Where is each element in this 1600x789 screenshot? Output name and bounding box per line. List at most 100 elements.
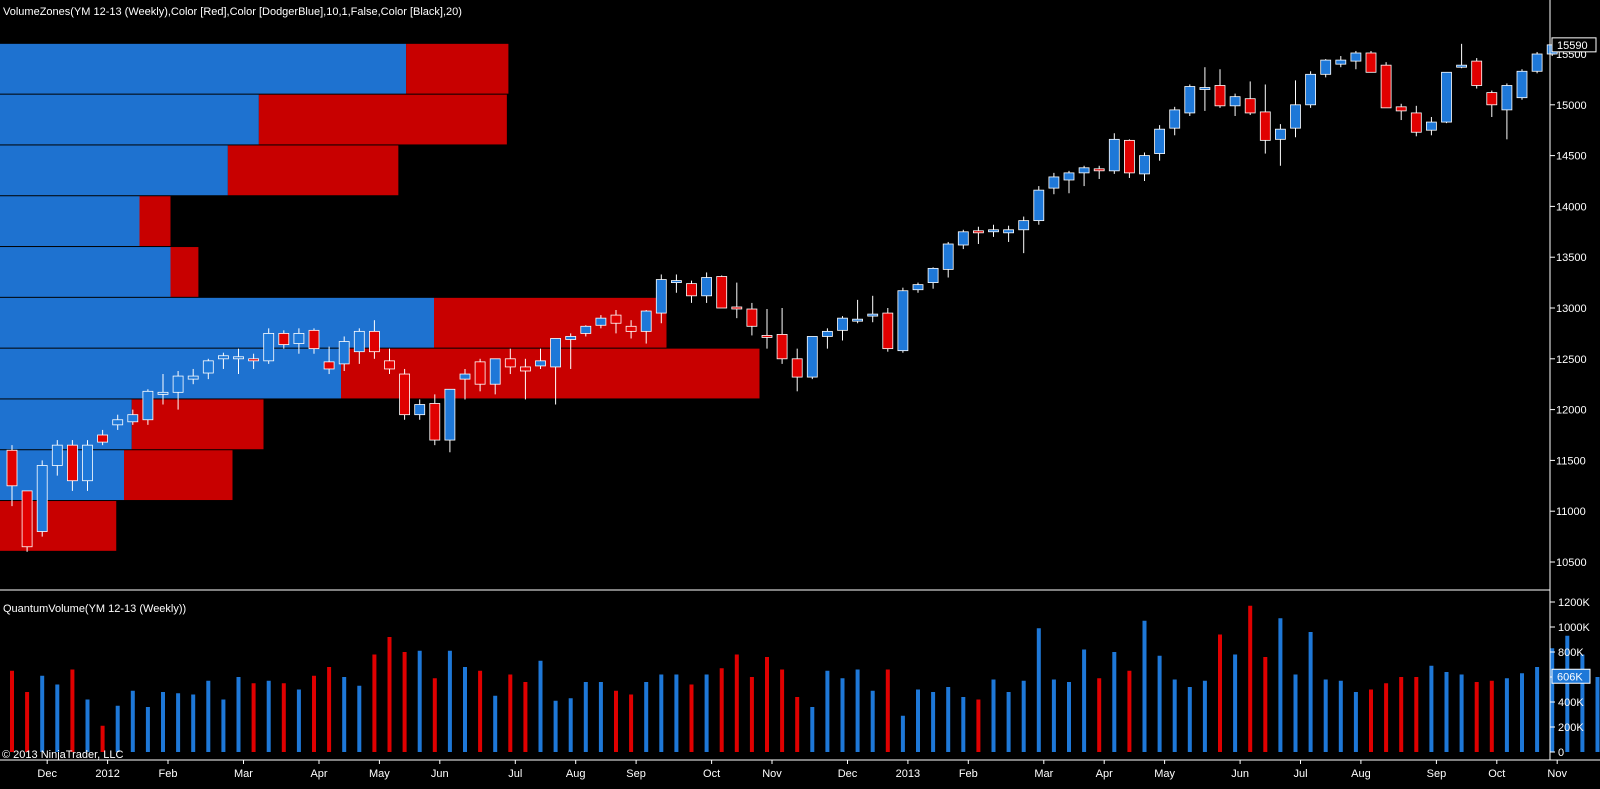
candle-down bbox=[1380, 64, 1392, 109]
volume-bar bbox=[1067, 682, 1071, 752]
candle-up bbox=[1063, 172, 1075, 181]
candle-down bbox=[504, 358, 516, 368]
volume-zone-down-bar bbox=[131, 399, 264, 450]
candle-up bbox=[671, 280, 682, 283]
volume-zone-down-bar bbox=[170, 247, 199, 297]
volume-bar bbox=[961, 697, 966, 752]
candle-up bbox=[217, 355, 229, 360]
x-tick-label: Aug bbox=[1351, 768, 1371, 780]
volume-zone-down-bar bbox=[227, 145, 399, 196]
price-tick-label: 12000 bbox=[1556, 405, 1587, 417]
volume-bar bbox=[1308, 632, 1313, 752]
volume-bar bbox=[1399, 677, 1404, 752]
x-tick-label: Sep bbox=[1427, 768, 1447, 780]
candle-up bbox=[1033, 189, 1045, 222]
volume-bar bbox=[1218, 634, 1222, 752]
volume-bar bbox=[1278, 618, 1283, 752]
volume-zone-up-bar bbox=[0, 399, 132, 450]
volume-bar bbox=[855, 669, 860, 752]
volume-zone-up-bar bbox=[0, 348, 341, 399]
candle-up bbox=[565, 336, 577, 340]
volume-zone-up-bar bbox=[0, 145, 228, 196]
candle-up bbox=[172, 375, 184, 393]
volume-zones-layer bbox=[0, 43, 760, 551]
volume-bar bbox=[583, 682, 588, 752]
candle-down bbox=[97, 434, 108, 443]
volume-bar bbox=[795, 697, 800, 752]
x-tick-label: Jun bbox=[1231, 768, 1249, 780]
candle-down bbox=[1395, 106, 1407, 112]
candle-down bbox=[882, 312, 894, 350]
candle-down bbox=[429, 403, 441, 441]
volume-zone-down-bar bbox=[124, 450, 233, 501]
x-tick-label: Mar bbox=[1034, 768, 1053, 780]
volume-bar bbox=[463, 667, 467, 752]
volume-indicator-title: QuantumVolume(YM 12-13 (Weekly)) bbox=[3, 603, 187, 615]
volume-bar bbox=[1414, 677, 1419, 752]
volume-bar bbox=[765, 657, 769, 752]
volume-bar bbox=[780, 669, 785, 752]
volume-bar bbox=[70, 669, 75, 752]
candle-up bbox=[444, 388, 456, 441]
last-volume-marker bbox=[1551, 668, 1591, 684]
candle-up bbox=[112, 419, 124, 426]
volume-bar bbox=[508, 674, 513, 752]
volume-bar bbox=[357, 685, 362, 752]
candle-up bbox=[263, 332, 275, 362]
candle-down bbox=[308, 329, 320, 350]
candle-down bbox=[384, 360, 395, 370]
candle-up bbox=[822, 330, 833, 337]
volume-bar bbox=[176, 693, 181, 752]
candle-up bbox=[1139, 155, 1150, 175]
candle-down bbox=[520, 366, 531, 372]
candle-up bbox=[1441, 71, 1452, 123]
volume-bar bbox=[1474, 682, 1479, 752]
volume-bar bbox=[1172, 679, 1177, 752]
candle-up bbox=[338, 341, 350, 365]
volume-bar bbox=[236, 677, 241, 752]
volume-bar bbox=[870, 690, 875, 752]
candle-down bbox=[686, 283, 697, 297]
candle-up bbox=[1048, 176, 1060, 189]
x-tick-label: Apr bbox=[310, 768, 327, 780]
candle-up bbox=[187, 375, 199, 380]
price-indicator-title: VolumeZones(YM 12-13 (Weekly),Color [Red… bbox=[3, 6, 462, 18]
candle-down bbox=[368, 330, 380, 353]
volume-bar bbox=[1353, 692, 1358, 752]
volume-bar bbox=[704, 674, 709, 752]
volume-bar bbox=[1248, 605, 1253, 752]
volume-bar bbox=[1459, 674, 1464, 752]
volume-bar bbox=[266, 680, 271, 752]
candle-up bbox=[1018, 220, 1030, 231]
candle-down bbox=[399, 373, 411, 416]
candle-up bbox=[1184, 86, 1196, 114]
candle-up bbox=[1108, 138, 1120, 172]
x-tick-label: 2012 bbox=[95, 768, 119, 780]
volume-bar bbox=[1429, 665, 1434, 752]
last-volume-label: 606K bbox=[1557, 671, 1583, 683]
candle-up bbox=[580, 325, 592, 334]
volume-bar bbox=[916, 689, 920, 752]
candle-up bbox=[1229, 96, 1241, 107]
volume-bars-layer bbox=[10, 605, 1600, 752]
candle-up bbox=[414, 404, 426, 416]
volume-zone-down-bar bbox=[258, 94, 507, 145]
last-price-label: 15590 bbox=[1557, 40, 1588, 52]
volume-bar bbox=[1565, 635, 1570, 752]
candle-up bbox=[1290, 104, 1301, 129]
volume-bar bbox=[1369, 689, 1373, 752]
volume-bar bbox=[719, 668, 724, 752]
volume-zone-up-bar bbox=[0, 43, 407, 94]
candle-up bbox=[957, 231, 969, 246]
candle-down bbox=[1124, 139, 1135, 174]
candle-up bbox=[36, 465, 48, 532]
candle-up bbox=[1516, 70, 1528, 99]
volume-zone-up-bar bbox=[0, 94, 259, 145]
volume-bar bbox=[644, 682, 649, 752]
price-tick-label: 11500 bbox=[1556, 455, 1586, 467]
volume-bar bbox=[689, 684, 694, 752]
candle-up bbox=[942, 243, 954, 270]
candle-up bbox=[1275, 128, 1286, 140]
volume-bar bbox=[342, 677, 347, 752]
